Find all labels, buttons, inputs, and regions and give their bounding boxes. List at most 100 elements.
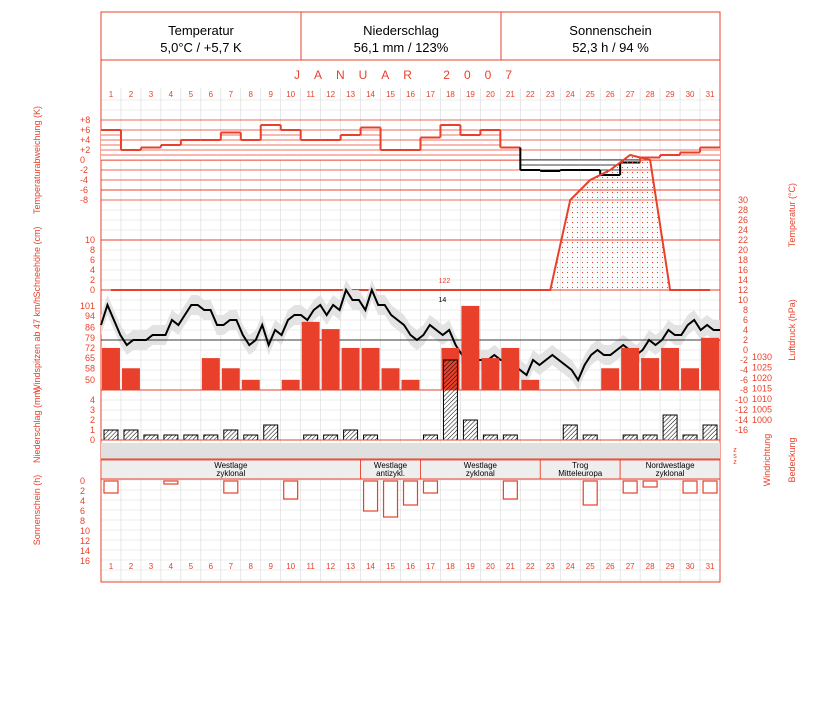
day-label-bottom: 29	[666, 562, 675, 571]
sunshine-tick: 2	[80, 486, 85, 496]
precip-bar	[702, 424, 718, 441]
temperature-tick: -2	[740, 355, 748, 365]
wind-peak-bar	[641, 358, 660, 390]
wind-peak-tick: 65	[85, 353, 95, 363]
chart-frame	[100, 11, 721, 583]
wind-peak-bar	[701, 337, 719, 390]
temperature-tick: -12	[735, 405, 748, 415]
day-label-top: 15	[386, 90, 395, 99]
wind-peak-bar	[301, 321, 320, 390]
sunshine-bar	[103, 480, 119, 494]
day-label-bottom: 24	[566, 562, 575, 571]
axis-title-cloud-cover: Bedeckung	[787, 437, 797, 482]
temp-deviation-bar	[660, 155, 681, 160]
weather-type-label: Westlage	[214, 461, 248, 470]
temperature-tick: 26	[738, 215, 748, 225]
precip-bar	[622, 434, 638, 441]
sunshine-tick: 6	[80, 506, 85, 516]
day-label-bottom: 31	[706, 562, 715, 571]
day-label-top: 12	[326, 90, 335, 99]
precip-tick: 2	[90, 415, 95, 425]
weather-type-label: Westlage	[464, 461, 498, 470]
header-sunshine-value: 52,3 h / 94 %	[572, 40, 649, 55]
axis-title-pressure: Luftdruck (hPa)	[787, 299, 797, 361]
pressure-tick: 1000	[752, 415, 772, 425]
header-precipitation-title: Niederschlag	[363, 23, 439, 38]
pressure-tick: 1030	[752, 352, 772, 362]
precip-bar	[103, 429, 119, 441]
precip-bar	[163, 434, 179, 441]
sunshine-bar	[582, 480, 598, 506]
precip-bar	[243, 434, 259, 441]
temperature-tick: 0	[743, 345, 748, 355]
snow-annotation: 122	[439, 278, 451, 285]
day-label-top: 5	[189, 90, 194, 99]
sunshine-bar	[642, 480, 658, 488]
sunshine-tick: 16	[80, 556, 90, 566]
weather-type-sublabel: Mitteleuropa	[558, 469, 603, 478]
precip-bar	[183, 434, 199, 441]
temp-deviation-bar	[260, 125, 281, 160]
precip-bar	[422, 434, 438, 441]
snow-depth-tick: 8	[90, 245, 95, 255]
wind-peak-bar	[481, 358, 500, 390]
snow-depth-tick: 6	[90, 255, 95, 265]
header-sunshine-title: Sonnenschein	[569, 23, 652, 38]
sunshine-tick: 8	[80, 516, 85, 526]
day-label-bottom: 22	[526, 562, 535, 571]
temp-deviation-bar	[420, 137, 441, 160]
day-label-top: 7	[229, 90, 234, 99]
temperature-tick: -16	[735, 425, 748, 435]
temperature-tick: 20	[738, 245, 748, 255]
snow-depth-tick: 10	[85, 235, 95, 245]
sunshine-tick: 0	[80, 476, 85, 486]
day-label-top: 23	[546, 90, 555, 99]
day-label-bottom: 7	[229, 562, 234, 571]
day-label-bottom: 17	[426, 562, 435, 571]
day-label-top: 13	[346, 90, 355, 99]
sunshine-tick: 14	[80, 546, 90, 556]
weather-type-sublabel: antizykl.	[376, 469, 405, 478]
header-sunshine: Sonnenschein 52,3 h / 94 %	[501, 12, 720, 60]
precip-tick: 0	[90, 435, 95, 445]
wind-peak-bar	[361, 347, 380, 390]
wind-peak-tick: 101	[80, 301, 95, 311]
precip-bar	[642, 434, 658, 441]
day-label-top: 4	[169, 90, 174, 99]
sunshine-tick: 10	[80, 526, 90, 536]
precip-bar	[323, 434, 339, 441]
weather-type-sublabel: zyklonal	[466, 469, 495, 478]
day-label-bottom: 8	[249, 562, 254, 571]
weather-type-label: Trog	[572, 461, 588, 470]
wind-peak-bar	[681, 368, 700, 390]
day-label-top: 28	[646, 90, 655, 99]
axis-title-wind-peaks: Windspitzen ab 47 km/h	[32, 297, 42, 393]
day-label-bottom: 3	[149, 562, 154, 571]
pressure-tick: 1010	[752, 394, 772, 404]
temp-deviation-tick: -6	[80, 185, 88, 195]
temp-deviation-bar	[700, 147, 720, 160]
day-label-bottom: 23	[546, 562, 555, 571]
wind-peak-tick: 86	[85, 323, 95, 333]
day-label-bottom: 26	[606, 562, 615, 571]
temperature-tick: 12	[738, 285, 748, 295]
snow-depth-tick: 4	[90, 265, 95, 275]
day-label-bottom: 12	[326, 562, 335, 571]
wind-peak-bar	[501, 347, 520, 390]
day-label-bottom: 21	[506, 562, 515, 571]
day-label-bottom: 14	[366, 562, 375, 571]
temp-deviation-bar	[460, 135, 481, 160]
precip-bar	[682, 434, 698, 441]
day-label-bottom: 16	[406, 562, 415, 571]
sunshine-tick: 4	[80, 496, 85, 506]
day-label-bottom: 30	[686, 562, 695, 571]
day-label-bottom: 5	[189, 562, 194, 571]
day-label-top: 17	[426, 90, 435, 99]
snow-depth-tick: 0	[90, 285, 95, 295]
day-label-top: 24	[566, 90, 575, 99]
temp-deviation-bar	[140, 147, 161, 160]
day-label-top: 22	[526, 90, 535, 99]
day-label-bottom: 10	[286, 562, 295, 571]
temp-deviation-tick: +8	[80, 115, 90, 125]
